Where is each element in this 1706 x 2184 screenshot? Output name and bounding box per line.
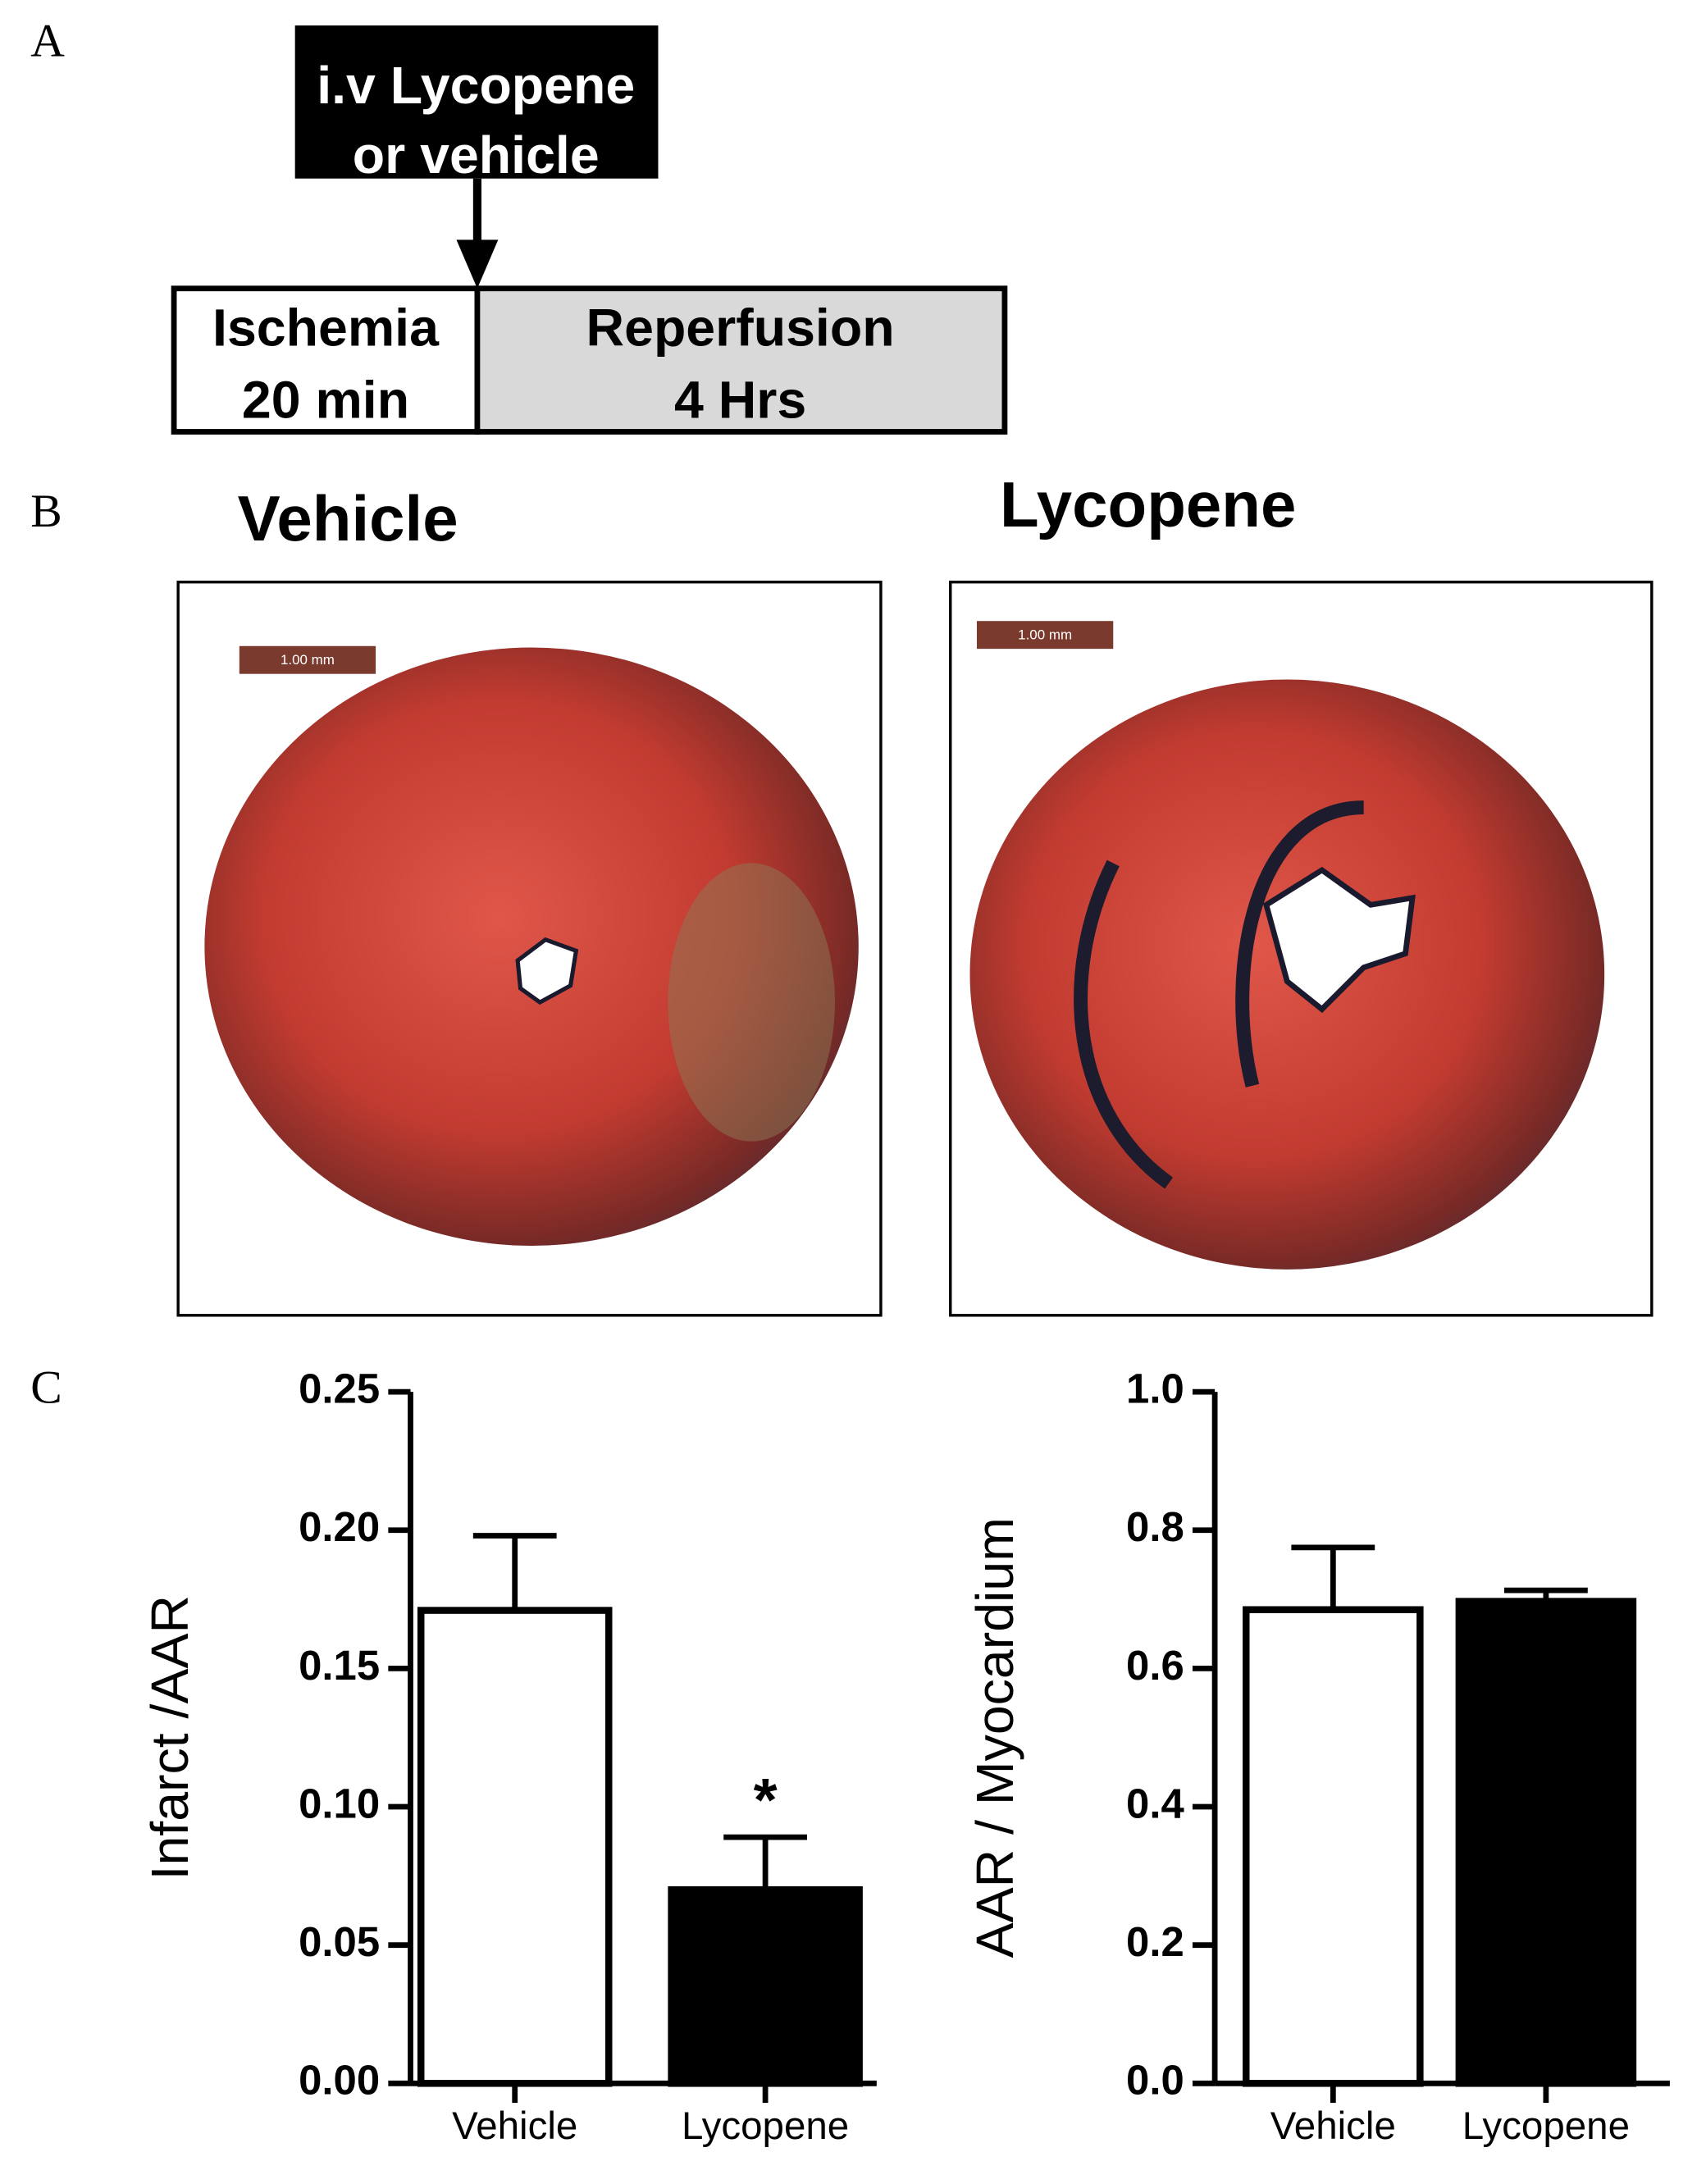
y-tick-label: 0.8 — [1126, 1503, 1184, 1550]
scale-bar-label: 1.00 mm — [281, 652, 335, 668]
y-axis-label: AAR / Myocardium — [965, 1517, 1024, 1958]
reperfusion-text: Reperfusion — [586, 298, 895, 357]
x-tick-label: Lycopene — [1462, 2104, 1630, 2148]
y-tick-label: 0.0 — [1126, 2057, 1184, 2104]
y-tick-label: 0.20 — [299, 1503, 380, 1550]
x-tick-label: Lycopene — [682, 2104, 849, 2148]
image-title: Vehicle — [238, 482, 458, 554]
image-title: Lycopene — [1000, 468, 1296, 540]
treatment-box — [294, 25, 659, 179]
tissue-pale-region — [668, 863, 835, 1142]
lumen — [1262, 866, 1416, 1014]
ischemia-text: Ischemia — [212, 298, 440, 357]
panel-label: B — [30, 486, 62, 537]
significance-marker: * — [754, 1765, 778, 1834]
scale-bar-label: 1.00 mm — [1018, 627, 1072, 642]
y-tick-label: 0.6 — [1126, 1642, 1184, 1689]
lumen — [515, 937, 579, 1005]
y-tick-label: 0.15 — [299, 1642, 380, 1689]
ischemia-box — [171, 285, 481, 435]
arrow-head — [456, 239, 499, 289]
treatment-text: or vehicle — [353, 125, 600, 185]
panel-label: C — [30, 1362, 62, 1414]
y-tick-label: 0.2 — [1126, 1918, 1184, 1965]
panel-label: A — [30, 15, 65, 66]
y-axis-label: Infarct /AAR — [140, 1595, 199, 1880]
y-tick-label: 0.00 — [299, 2057, 380, 2104]
y-tick-label: 0.05 — [299, 1918, 380, 1965]
tissue-dark-band — [1074, 800, 1364, 1189]
bar — [668, 1885, 863, 2087]
y-tick-label: 1.0 — [1126, 1366, 1184, 1412]
scale-bar — [976, 621, 1114, 650]
reperfusion-text: 4 Hrs — [674, 371, 806, 430]
reperfusion-box — [474, 285, 1008, 435]
y-tick-label: 0.10 — [299, 1780, 380, 1826]
bar — [417, 1607, 613, 2087]
treatment-text: i.v Lycopene — [317, 56, 635, 115]
bar — [1455, 1598, 1637, 2087]
x-tick-label: Vehicle — [1270, 2104, 1396, 2148]
bar — [1243, 1606, 1424, 2087]
ischemia-text: 20 min — [242, 371, 409, 430]
x-tick-label: Vehicle — [452, 2104, 577, 2148]
scale-bar — [239, 645, 376, 674]
y-tick-label: 0.25 — [299, 1366, 380, 1412]
y-tick-label: 0.4 — [1126, 1780, 1184, 1826]
